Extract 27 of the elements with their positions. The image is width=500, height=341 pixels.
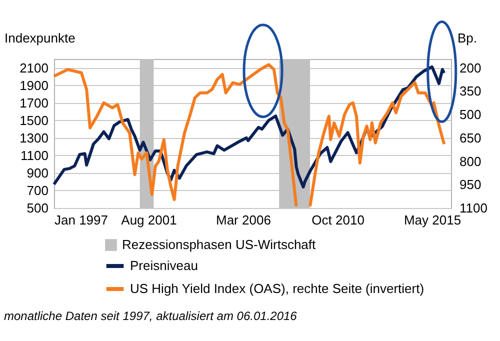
y-tick-label: 1900 bbox=[20, 78, 48, 93]
y-tick-label: 2100 bbox=[20, 60, 48, 76]
y2-tick-label: 350 bbox=[460, 84, 482, 99]
x-tick-label: Aug 2001 bbox=[121, 212, 177, 228]
y2-tick-label: 1100 bbox=[460, 200, 488, 216]
y-tick-label: 900 bbox=[26, 165, 48, 180]
legend-label: Preisniveau bbox=[130, 258, 198, 273]
y-tick-label: 1100 bbox=[20, 148, 48, 163]
y-axis-title: Indexpunkte bbox=[4, 30, 76, 46]
text: monatliche Daten seit 1997, aktualisiert am 06.01.2016 bbox=[4, 309, 298, 323]
x-tick-label: Oct 2010 bbox=[312, 212, 364, 228]
y2-tick-label: 500 bbox=[460, 107, 482, 122]
y-tick-label: 1300 bbox=[20, 130, 48, 146]
y2-tick-label: 650 bbox=[460, 130, 482, 146]
y-tick-label: 700 bbox=[26, 182, 48, 198]
y2-tick-label: 200 bbox=[460, 60, 482, 76]
y-tick-label: 500 bbox=[26, 200, 48, 216]
y2-tick-label: 800 bbox=[460, 154, 482, 169]
y2-axis-title: Bp. bbox=[458, 30, 478, 46]
x-tick-label: Mar 2006 bbox=[216, 212, 271, 228]
x-tick-label: May 2015 bbox=[404, 212, 462, 228]
legend-label: US High Yield Index (OAS), rechte Seite (invertiert) bbox=[130, 281, 424, 296]
y-tick-label: 1500 bbox=[20, 112, 48, 128]
legend-label: Rezessionsphasen US-Wirtschaft bbox=[122, 237, 316, 252]
y2-tick-label: 950 bbox=[460, 177, 482, 192]
y-tick-label: 1700 bbox=[20, 95, 48, 110]
x-tick-label: Jan 1997 bbox=[54, 212, 108, 228]
